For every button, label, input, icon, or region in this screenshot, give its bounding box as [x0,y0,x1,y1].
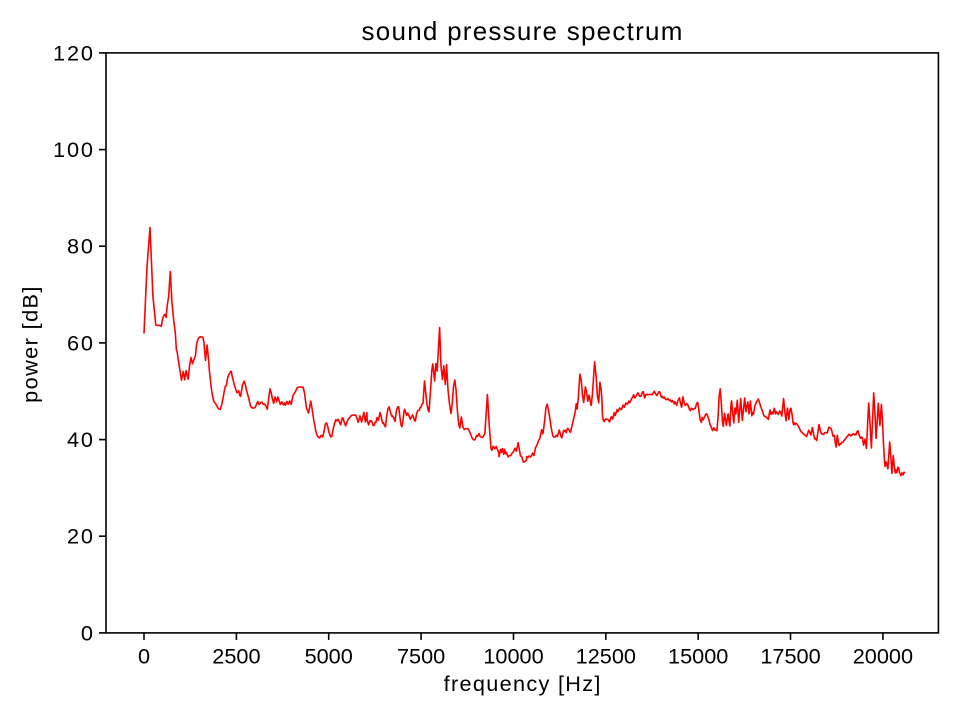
svg-text:7500: 7500 [397,643,445,668]
svg-text:12500: 12500 [576,643,636,668]
svg-text:100: 100 [53,137,95,162]
svg-text:0: 0 [81,620,95,645]
svg-text:power [dB]: power [dB] [18,285,43,403]
svg-text:120: 120 [53,40,95,65]
svg-text:2500: 2500 [212,643,260,668]
svg-text:frequency [Hz]: frequency [Hz] [444,671,602,696]
svg-text:40: 40 [67,427,95,452]
svg-text:20000: 20000 [853,643,913,668]
svg-text:0: 0 [138,643,150,668]
svg-text:80: 80 [67,234,95,259]
svg-text:sound pressure spectrum: sound pressure spectrum [362,16,684,46]
svg-text:60: 60 [67,330,95,355]
svg-text:5000: 5000 [305,643,353,668]
svg-text:20: 20 [67,524,95,549]
svg-text:10000: 10000 [483,643,543,668]
svg-text:15000: 15000 [668,643,728,668]
svg-text:17500: 17500 [760,643,820,668]
